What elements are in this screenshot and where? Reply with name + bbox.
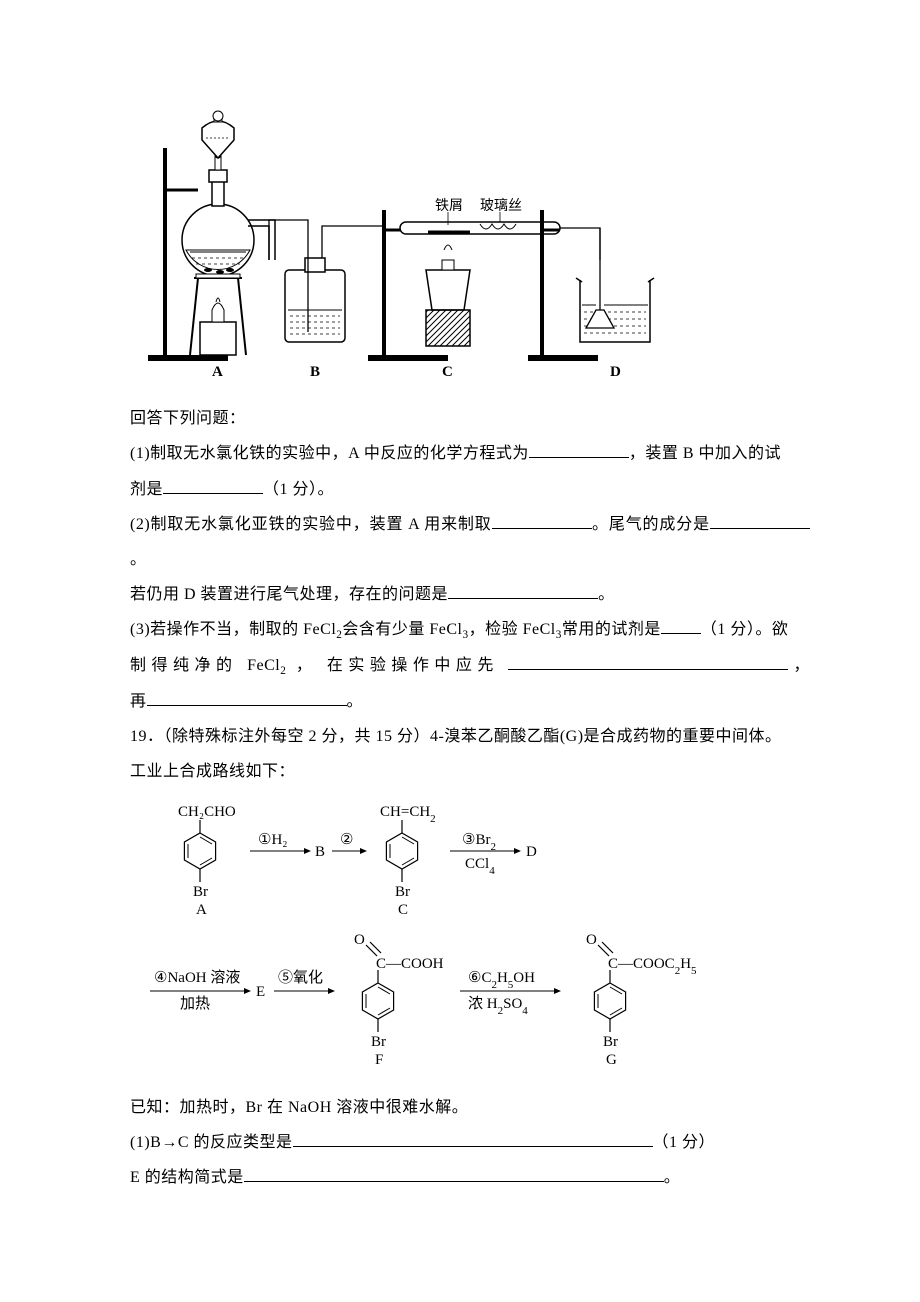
t: 常用的试剂是: [562, 621, 661, 638]
blank: [529, 441, 629, 458]
q18-3-line2: 制得纯净的 FeCl2 ， 在实验操作中应先 ，: [130, 648, 810, 684]
blank: [508, 653, 788, 670]
t: 会含有少量 FeCl: [342, 621, 462, 638]
t: 。: [598, 586, 615, 603]
C-br: Br: [395, 884, 410, 900]
t: 再: [130, 693, 147, 710]
A-label: A: [196, 902, 207, 918]
r2: ②: [340, 832, 353, 848]
q19-1-line1: (1)B→C 的反应类型是 （1 分）: [130, 1125, 810, 1160]
r4t: ④NaOH 溶液: [154, 969, 240, 986]
t: （1 分）: [653, 1134, 716, 1151]
r5: ⑤氧化: [278, 969, 323, 986]
t: 。: [347, 693, 364, 710]
q18-1-line2: 剂是 （1 分）。: [130, 472, 810, 507]
q18-1-line1: (1)制取无水氯化铁的实验中，A 中反应的化学方程式为 ，装置 B 中加入的试: [130, 436, 810, 471]
q19-header2: 工业上合成路线如下：: [130, 754, 810, 789]
t: E 的结构简式是: [130, 1169, 244, 1186]
r4b: 加热: [180, 995, 210, 1012]
t: 。: [664, 1169, 681, 1186]
t: ，: [788, 657, 810, 674]
q18-3-line1: (3)若操作不当，制取的 FeCl2会含有少量 FeCl3，检验 FeCl3常用…: [130, 612, 810, 648]
F-label: F: [375, 1052, 383, 1068]
q18-3-line3: 再。: [130, 684, 810, 719]
r6b: 浓 H2SO4: [468, 995, 528, 1017]
label-B: B: [310, 364, 320, 380]
label-D: D: [610, 364, 621, 380]
t: (1)B→C 的反应类型是: [130, 1134, 293, 1151]
t: (1)制取无水氯化铁的实验中，A 中反应的化学方程式为: [130, 445, 529, 462]
t: （1 分）。欲: [701, 621, 789, 638]
blank: [710, 512, 810, 529]
G-label: G: [606, 1052, 617, 1068]
iron-label: 铁屑: [435, 198, 463, 214]
G-br: Br: [603, 1034, 618, 1050]
blank: [448, 582, 598, 599]
C-top: CH=CH2: [380, 804, 436, 825]
F-O: O: [354, 932, 365, 948]
r1: ①H₂: [258, 832, 288, 848]
t: 制得纯净的: [130, 657, 238, 674]
q18-intro: 回答下列问题：: [130, 401, 810, 436]
D: D: [526, 844, 537, 860]
t: 剂是: [130, 481, 163, 498]
C-label: C: [398, 902, 408, 918]
G-O: O: [586, 932, 597, 948]
A-top: CH₂CHO: [178, 804, 236, 820]
t: (3)若操作不当，制取的 FeCl: [130, 621, 336, 638]
t: ，装置 B 中加入的试: [629, 445, 781, 462]
F-br: Br: [371, 1034, 386, 1050]
t: 若仍用 D 装置进行尾气处理，存在的问题是: [130, 586, 448, 603]
q18-2-line1: (2)制取无水氯化亚铁的实验中，装置 A 用来制取 。尾气的成分是。: [130, 507, 810, 577]
blank: [661, 617, 701, 634]
blank: [244, 1165, 664, 1182]
t: （1 分）。: [263, 481, 334, 498]
G-C: C—COOC2H5: [608, 956, 697, 977]
q19-1-line2: E 的结构简式是 。: [130, 1160, 810, 1195]
t: (2)制取无水氯化亚铁的实验中，装置 A 用来制取: [130, 516, 492, 533]
blank: [147, 689, 347, 706]
synthesis-diagram: CH₂CHO Br A ①H₂ B ② CH=CH2 Br C ③Br2 CCl…: [140, 796, 780, 1071]
t: 。尾气的成分是: [592, 516, 710, 533]
label-C: C: [442, 364, 453, 380]
t: 在实验操作中应先: [327, 657, 499, 674]
q19-known: 已知：加热时，Br 在 NaOH 溶液中很难水解。: [130, 1090, 810, 1125]
r6t: ⑥C2H5OH: [468, 970, 535, 991]
t: FeCl: [247, 657, 280, 674]
F-C: C—COOH: [376, 956, 444, 972]
blank: [293, 1130, 653, 1147]
t: ，: [296, 657, 318, 674]
r3t: ③Br2: [462, 832, 496, 853]
blank: [492, 512, 592, 529]
A-br: Br: [193, 884, 208, 900]
glass-label: 玻璃丝: [480, 197, 522, 214]
label-A: A: [212, 364, 223, 380]
q19-header: 19．（除特殊标注外每空 2 分，共 15 分）4-溴苯乙酮酸乙酯(G)是合成药…: [130, 719, 810, 754]
apparatus-diagram: 铁屑 玻璃丝 A B: [130, 110, 670, 380]
blank: [163, 477, 263, 494]
B: B: [315, 844, 325, 860]
E: E: [256, 984, 265, 1000]
r3b: CCl4: [465, 856, 495, 877]
q18-2-line2: 若仍用 D 装置进行尾气处理，存在的问题是 。: [130, 577, 810, 612]
t: 。: [130, 551, 147, 568]
t: ，检验 FeCl: [469, 621, 556, 638]
